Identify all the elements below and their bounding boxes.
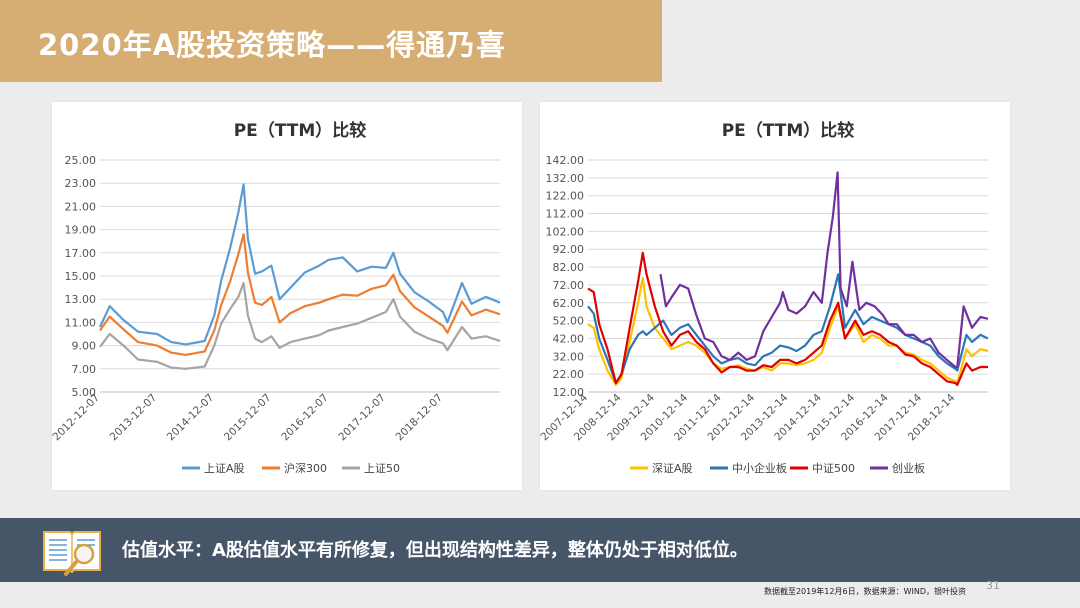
y-tick-label: 92.00 bbox=[553, 243, 585, 256]
x-tick-label: 2014-12-07 bbox=[165, 392, 217, 444]
y-tick-label: 23.00 bbox=[65, 177, 97, 190]
x-tick-label: 2016-12-07 bbox=[279, 392, 331, 444]
y-tick-label: 21.00 bbox=[65, 200, 97, 213]
y-tick-label: 13.00 bbox=[65, 293, 97, 306]
y-tick-label: 19.00 bbox=[65, 224, 97, 237]
y-tick-label: 72.00 bbox=[553, 279, 585, 292]
source-footnote: 数据截至2019年12月6日，数据来源：WIND，银叶投资 bbox=[763, 587, 966, 596]
y-tick-label: 142.00 bbox=[546, 154, 585, 167]
chart-title: PE（TTM）比较 bbox=[234, 120, 367, 141]
y-tick-label: 82.00 bbox=[553, 261, 585, 274]
y-tick-label: 25.00 bbox=[65, 154, 97, 167]
y-tick-label: 15.00 bbox=[65, 270, 97, 283]
slide-title: 2020年A股投资策略——得通乃喜 bbox=[38, 28, 507, 62]
chart-panel-right: PE（TTM）比较 12.00 22.00 32.00 42.00 52.00 62.00 7… bbox=[540, 102, 1010, 490]
legend-label: 沪深300 bbox=[284, 461, 327, 475]
y-tick-label: 132.00 bbox=[546, 172, 585, 185]
book-magnifier-icon bbox=[40, 524, 104, 584]
x-tick-label: 2018-12-07 bbox=[393, 392, 445, 444]
series-line bbox=[99, 281, 501, 370]
y-tick-label: 5.00 bbox=[72, 386, 97, 399]
y-tick-label: 112.00 bbox=[546, 208, 585, 221]
x-tick-label: 2017-12-07 bbox=[336, 392, 388, 444]
x-tick-label: 2015-12-07 bbox=[222, 392, 274, 444]
title-bar: 2020年A股投资策略——得通乃喜 bbox=[0, 0, 662, 82]
chart-title: PE（TTM）比较 bbox=[722, 120, 855, 141]
page-number: 31 bbox=[986, 579, 1000, 592]
conclusion-bar: 估值水平：A股估值水平有所修复，但出现结构性差异，整体仍处于相对低位。 bbox=[0, 518, 1080, 582]
y-tick-label: 11.00 bbox=[65, 316, 97, 329]
series-line bbox=[659, 171, 989, 369]
chart-panel-left: PE（TTM）比较 5.00 7.00 9.00 11.00 13.00 15.00 17.0… bbox=[52, 102, 522, 490]
pe-chart-right: PE（TTM）比较 12.00 22.00 32.00 42.00 52.00 62.00 7… bbox=[540, 120, 989, 475]
y-tick-label: 7.00 bbox=[72, 363, 97, 376]
y-tick-label: 22.00 bbox=[553, 368, 585, 381]
x-tick-label: 2012-12-07 bbox=[52, 392, 102, 444]
y-tick-label: 12.00 bbox=[553, 386, 585, 399]
legend-label: 上证50 bbox=[364, 462, 400, 475]
x-tick-label: 2013-12-07 bbox=[108, 392, 160, 444]
legend-label: 深证A股 bbox=[652, 462, 693, 475]
y-tick-label: 62.00 bbox=[553, 297, 585, 310]
y-tick-label: 122.00 bbox=[546, 190, 585, 203]
conclusion-text: 估值水平：A股估值水平有所修复，但出现结构性差异，整体仍处于相对低位。 bbox=[122, 540, 748, 561]
legend-label: 中证500 bbox=[812, 462, 855, 475]
y-tick-label: 102.00 bbox=[546, 225, 585, 238]
series-line bbox=[587, 251, 988, 386]
y-tick-label: 52.00 bbox=[553, 315, 585, 328]
legend-label: 创业板 bbox=[892, 461, 925, 475]
y-tick-label: 42.00 bbox=[553, 332, 585, 345]
y-tick-label: 9.00 bbox=[72, 340, 97, 353]
legend-label: 中小企业板 bbox=[732, 461, 787, 475]
legend-label: 上证A股 bbox=[204, 462, 245, 475]
pe-chart-left: PE（TTM）比较 5.00 7.00 9.00 11.00 13.00 15.00 17.0… bbox=[52, 120, 501, 475]
y-tick-label: 32.00 bbox=[553, 350, 585, 363]
series-line bbox=[587, 276, 989, 386]
series-line bbox=[99, 233, 501, 356]
series-line bbox=[587, 273, 989, 385]
series-line bbox=[99, 183, 501, 346]
y-tick-label: 17.00 bbox=[65, 247, 97, 260]
